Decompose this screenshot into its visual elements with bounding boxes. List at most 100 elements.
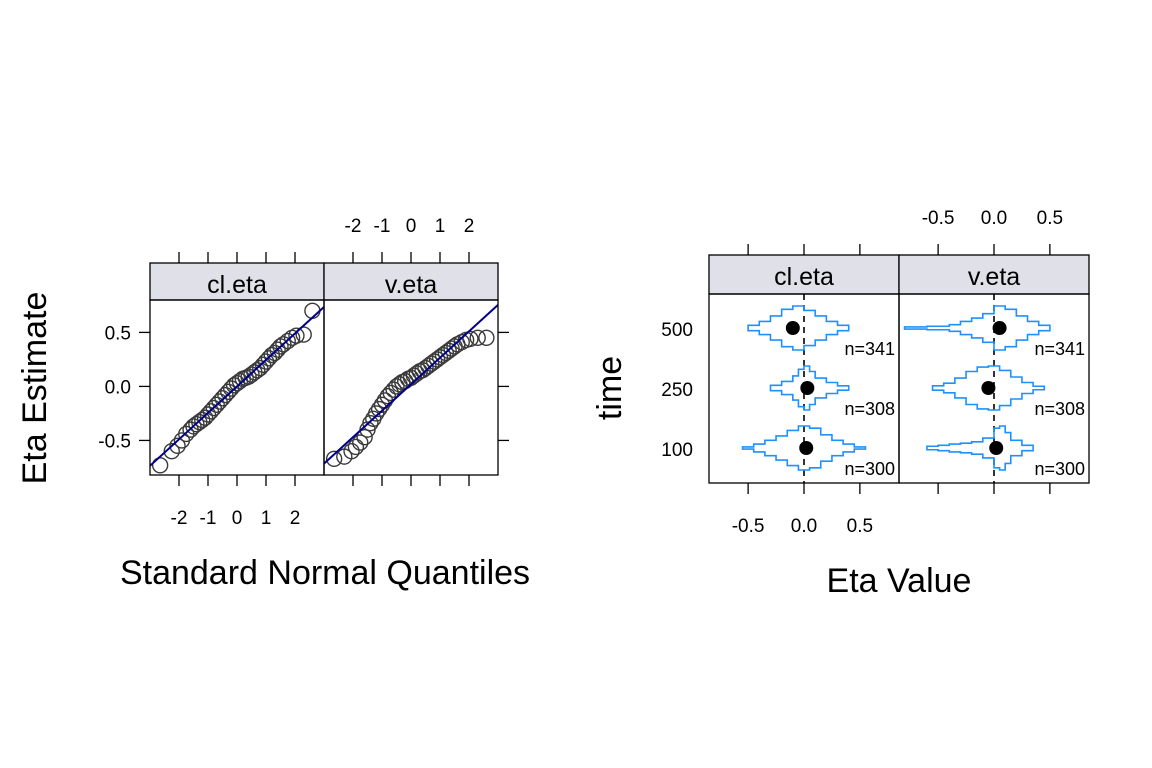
qq-point [217,386,234,404]
qq-point [225,377,243,394]
violin-y-tick-label: 500 [661,320,693,341]
qq-point [254,356,272,374]
qq-x-tick-label: 0 [232,508,243,529]
qq-point [199,406,217,423]
qq-x-tick-label: -2 [345,216,362,237]
qq-point [269,341,286,358]
qq-point [193,411,211,429]
qq-point [304,302,321,320]
violin-median-dot [981,381,996,395]
qq-x-axis-title: Standard Normal Quantiles [120,554,530,592]
qq-point [260,350,278,367]
violin-y-tick-label: 250 [661,380,693,401]
qq-point [469,329,486,347]
qq-point [188,416,205,433]
qq-x-tick-label: 2 [290,508,301,529]
qq-point [211,393,228,410]
violin-n-label: n=341 [844,339,895,359]
qq-x-tick-label: -1 [374,216,391,237]
violin-shape-100 [741,425,867,471]
violin-n-label: n=300 [1034,459,1085,479]
violin-x-tick-label: -0.5 [732,516,765,537]
qq-point [243,366,260,383]
qq-point [257,353,275,370]
qq-point [263,346,280,364]
qq-point [252,359,269,377]
qq-point [379,387,396,405]
qq-point [163,443,180,460]
qq-strip [323,262,499,301]
violin-median-dot [785,321,800,335]
violin-strip-label: v.eta [968,263,1020,291]
qq-point [295,326,312,343]
qq-point [279,332,296,350]
violin-y-tick-label: 100 [661,440,693,461]
qq-y-tick-label: 0.0 [105,377,131,398]
qq-y-tick-label: -0.5 [98,431,131,452]
qq-point [362,414,379,432]
qq-point [325,450,343,467]
qq-point [431,349,449,366]
qq-point [343,443,360,460]
qq-point [347,438,365,456]
violin-shape-500 [903,305,1051,351]
qq-point [185,418,202,435]
violin-median-dot [992,321,1007,335]
qq-point [205,399,223,417]
violin-median-dot [989,441,1004,455]
qq-x-tick-label: 1 [435,216,446,237]
qq-strip [149,262,325,301]
qq-y-tick-label: 0.5 [105,323,131,344]
violin-shape-500 [747,305,850,351]
qq-point [440,342,457,359]
qq-point [368,405,385,422]
qq-point [434,346,452,364]
qq-point [417,359,434,377]
violin-y-axis-title: time [591,356,629,420]
qq-x-tick-label: -1 [200,508,217,529]
qq-point [240,368,257,385]
violin-shape-250 [931,365,1046,411]
qq-x-tick-label: 2 [464,216,475,237]
violin-x-tick-label: 0.0 [791,516,817,537]
qq-point [462,330,479,348]
violin-x-tick-label: 0.0 [981,208,1007,229]
qq-point [370,400,388,418]
qq-panel-border [323,299,499,476]
violin-strip-label: cl.eta [774,263,834,291]
qq-point [288,327,305,344]
violin-plot: cl.eta n=300 n=308 n=341 v.eta n=300 n=308 n=34… [661,208,1090,537]
qq-point [196,409,214,426]
qq-point [208,396,225,413]
qq-point [275,336,292,353]
qq-point [249,362,266,379]
qq-x-tick-label: -2 [171,508,188,529]
violin-x-tick-label: 0.5 [847,516,873,537]
violin-median-dot [800,381,815,395]
qq-point [420,357,437,375]
qq-point [426,353,443,370]
violin-x-axis-title: Eta Value [827,562,972,600]
qq-point [414,362,431,379]
qq-point [214,390,231,407]
qq-y-axis-title: Eta Estimate [16,292,54,485]
violin-median-dot [799,441,814,455]
qq-reference-line [324,304,498,465]
qq-point [352,434,369,451]
qq-point [169,437,186,455]
qq-point [266,344,283,362]
violin-strip [708,254,900,295]
qq-strip-label: cl.eta [207,271,267,299]
qq-point [437,344,454,362]
violin-n-label: n=341 [1034,339,1085,359]
qq-point [202,403,220,420]
qq-points-v.eta [325,329,495,467]
qq-x-tick-label: 0 [406,216,417,237]
qq-reference-line [150,306,324,467]
qq-point [423,355,440,372]
qq-point [478,329,495,347]
violin-shape-250 [769,365,850,411]
qq-x-tick-label: 1 [261,508,272,529]
